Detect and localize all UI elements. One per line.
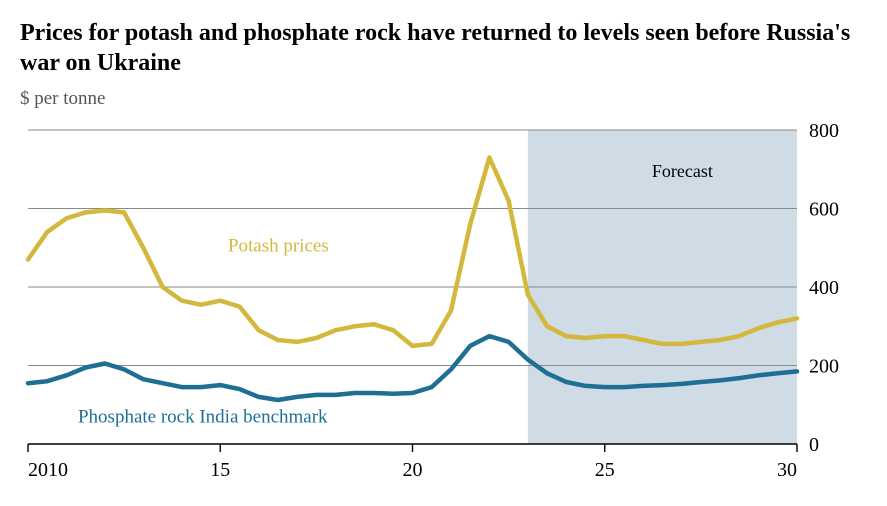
x-tick-label: 15 <box>210 459 230 481</box>
x-tick-label: 25 <box>595 459 615 481</box>
series-label-1: Phosphate rock India benchmark <box>78 406 328 427</box>
x-tick-label: 2010 <box>28 459 68 481</box>
y-tick-label: 0 <box>809 434 819 456</box>
y-tick-label: 800 <box>809 124 839 142</box>
x-tick-label: 20 <box>403 459 423 481</box>
line-chart: 0 200 400 600 800 2010 15 20 25 30 Forecast Potash … <box>20 124 867 484</box>
y-tick-label: 400 <box>809 277 839 299</box>
forecast-label: Forecast <box>652 161 713 181</box>
chart-svg: 0 200 400 600 800 2010 15 20 25 30 Forecast Potash … <box>20 124 867 484</box>
series-label-0: Potash prices <box>228 236 329 257</box>
chart-subtitle: $ per tonne <box>20 88 867 110</box>
y-tick-label: 200 <box>809 356 839 378</box>
chart-title: Prices for potash and phosphate rock hav… <box>20 18 867 78</box>
x-tick-label: 30 <box>777 459 797 481</box>
y-tick-label: 600 <box>809 199 839 221</box>
